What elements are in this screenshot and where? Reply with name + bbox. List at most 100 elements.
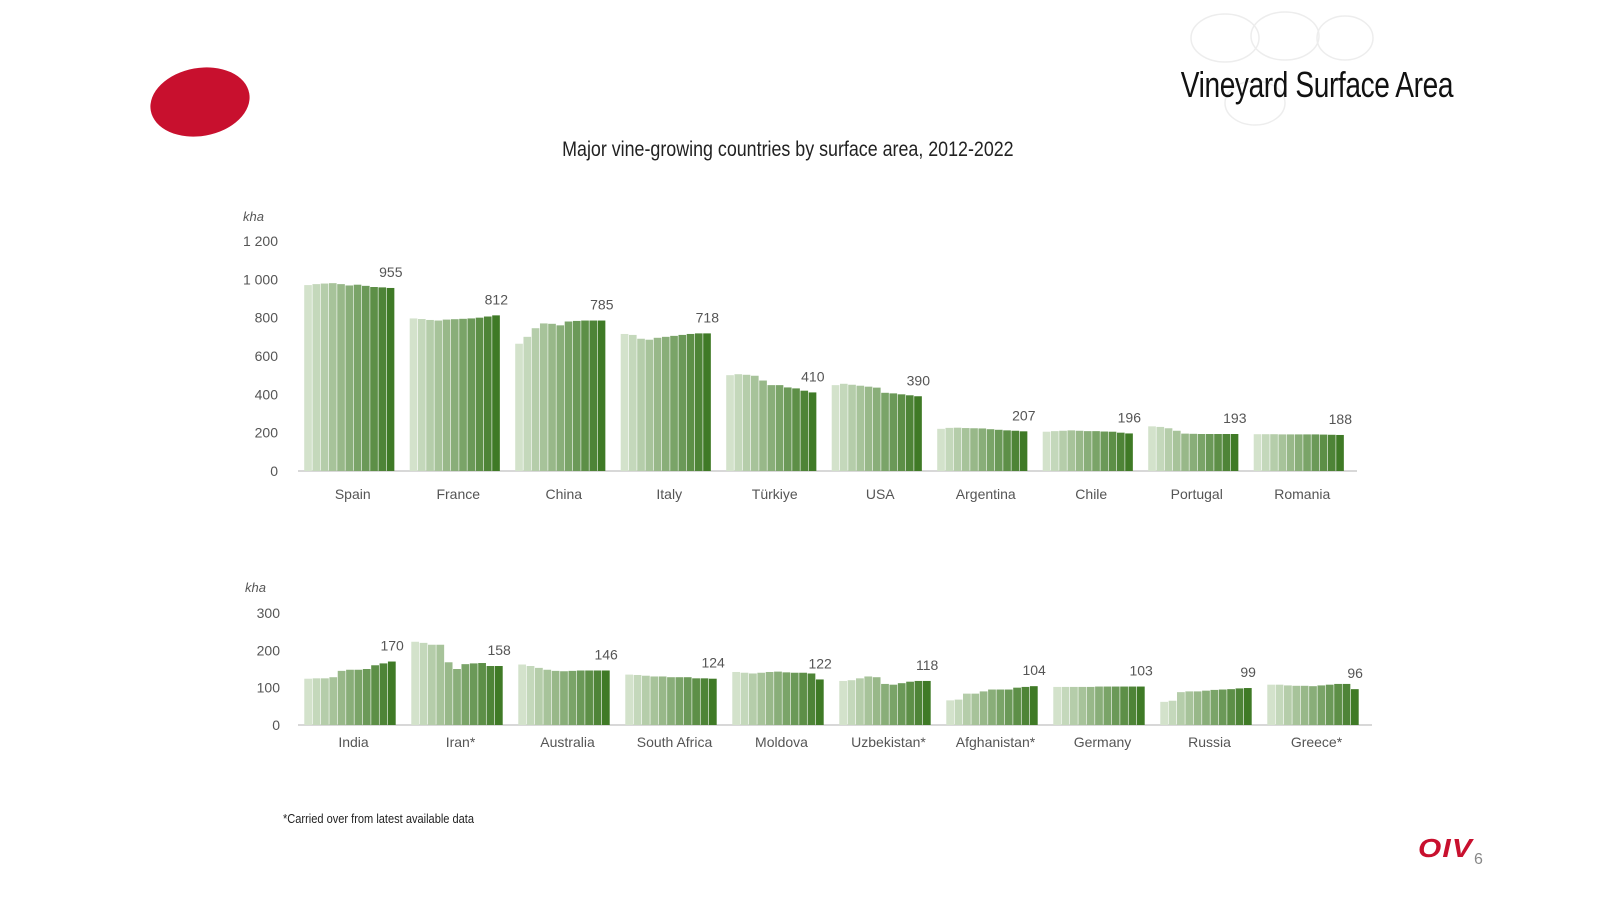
bar-russia-2016 bbox=[1193, 691, 1202, 725]
bar-spain-2013 bbox=[312, 284, 321, 471]
bar-china-2018 bbox=[564, 321, 573, 471]
bar-germany-2021 bbox=[1128, 686, 1137, 725]
bar-spain-2018 bbox=[353, 284, 362, 471]
y-tick-label: 200 bbox=[257, 642, 281, 658]
x-category-label: Germany bbox=[1074, 734, 1132, 750]
bar-italy-2022 bbox=[703, 333, 711, 471]
bar-moldova-2022 bbox=[815, 679, 824, 725]
bar-spain-2019 bbox=[361, 285, 370, 471]
bar-australia-2012 bbox=[518, 664, 527, 725]
bar-germany-2020 bbox=[1120, 686, 1128, 725]
bar-portugal-2013 bbox=[1156, 426, 1165, 471]
bar-china-2017 bbox=[556, 325, 565, 471]
bar-argentina-2014 bbox=[953, 427, 962, 471]
bar-greece-2014 bbox=[1284, 685, 1292, 725]
bar-southafrica-2020 bbox=[692, 678, 700, 725]
bar-iran-2019 bbox=[469, 663, 478, 725]
bar-romania-2021 bbox=[1327, 434, 1336, 471]
bar-moldova-2016 bbox=[765, 671, 774, 725]
bar-usa-2022 bbox=[914, 396, 922, 471]
bar-spain-2022 bbox=[386, 287, 395, 471]
bar-australia-2018 bbox=[568, 670, 577, 725]
bar-france-2015 bbox=[434, 320, 443, 471]
bar-southafrica-2021 bbox=[700, 678, 709, 725]
bar-afghanistan-2018 bbox=[996, 689, 1005, 725]
bar-argentina-2016 bbox=[970, 428, 978, 471]
bar-romania-2014 bbox=[1270, 434, 1278, 471]
bar-greece-2016 bbox=[1300, 685, 1309, 725]
bar-china-2012 bbox=[515, 343, 523, 471]
bar-italy-2012 bbox=[620, 333, 629, 471]
bar-france-2012 bbox=[409, 318, 418, 471]
data-label: 158 bbox=[487, 642, 511, 658]
bar-chile-2012 bbox=[1042, 431, 1051, 471]
bar-romania-2016 bbox=[1286, 434, 1295, 471]
x-category-label: Uzbekistan* bbox=[851, 734, 926, 750]
bar-italy-2016 bbox=[653, 337, 662, 471]
bar-uzbekistan-2015 bbox=[864, 676, 873, 725]
bar-moldova-2018 bbox=[782, 672, 791, 725]
bar-moldova-2020 bbox=[799, 672, 807, 725]
bar-china-2022 bbox=[597, 320, 606, 471]
bar-uzbekistan-2012 bbox=[839, 680, 848, 725]
bar-russia-2012 bbox=[1160, 701, 1169, 725]
bar-greece-2015 bbox=[1292, 685, 1301, 725]
bar-chile-2018 bbox=[1092, 431, 1100, 471]
bar-australia-2021 bbox=[593, 670, 602, 725]
footnote: *Carried over from latest available data bbox=[283, 811, 475, 826]
bar-afghanistan-2012 bbox=[946, 700, 955, 725]
oiv-brand-logo: OIV bbox=[1418, 833, 1473, 863]
bar-china-2020 bbox=[581, 320, 589, 471]
bottom-bar-chart: kha 0 100 200 300 170 India 158 Iran* 146 Australi… bbox=[245, 580, 1372, 750]
bar-portugal-2022 bbox=[1230, 434, 1239, 471]
bar-southafrica-2018 bbox=[675, 677, 684, 725]
bar-moldova-2015 bbox=[757, 672, 766, 725]
bar-germany-2012 bbox=[1053, 686, 1062, 725]
bar-china-2019 bbox=[572, 320, 581, 471]
y-tick-label: 100 bbox=[257, 680, 281, 696]
bar-chile-2021 bbox=[1116, 432, 1125, 471]
bar-southafrica-2022 bbox=[708, 678, 717, 725]
bar-romania-2012 bbox=[1253, 434, 1262, 471]
bar-iran-2017 bbox=[453, 669, 461, 725]
bar-iran-2013 bbox=[419, 642, 428, 725]
bar-argentina-2017 bbox=[978, 428, 987, 471]
data-label: 96 bbox=[1347, 665, 1363, 681]
bar-france-2013 bbox=[417, 319, 426, 471]
bar-iran-2018 bbox=[461, 664, 470, 725]
bar-iran-2021 bbox=[486, 666, 495, 725]
data-label: 718 bbox=[696, 309, 720, 325]
y-tick-label: 600 bbox=[255, 348, 279, 364]
data-label: 812 bbox=[485, 291, 509, 307]
bar-usa-2016 bbox=[864, 386, 873, 471]
bar-chile-2019 bbox=[1100, 431, 1109, 471]
bar-chile-2020 bbox=[1108, 431, 1117, 471]
bar-argentina-2022 bbox=[1019, 431, 1028, 471]
bar-germany-2016 bbox=[1086, 686, 1095, 725]
data-label: 124 bbox=[701, 655, 725, 671]
bar-russia-2020 bbox=[1227, 689, 1235, 725]
bar-trkiye-2015 bbox=[750, 375, 759, 471]
bar-france-2018 bbox=[459, 318, 467, 471]
bar-usa-2021 bbox=[905, 395, 914, 471]
bar-afghanistan-2022 bbox=[1029, 686, 1038, 725]
y-tick-label: 300 bbox=[257, 605, 281, 621]
bar-chile-2017 bbox=[1083, 431, 1092, 471]
bar-germany-2018 bbox=[1103, 686, 1112, 725]
bar-china-2014 bbox=[531, 328, 540, 471]
bar-uzbekistan-2020 bbox=[906, 681, 914, 725]
bar-germany-2014 bbox=[1070, 686, 1078, 725]
bar-china-2016 bbox=[548, 323, 556, 471]
bar-trkiye-2013 bbox=[734, 374, 743, 471]
bar-portugal-2012 bbox=[1148, 426, 1156, 471]
bar-moldova-2014 bbox=[749, 673, 757, 725]
bar-moldova-2012 bbox=[732, 671, 741, 725]
bar-uzbekistan-2016 bbox=[872, 677, 881, 725]
bar-moldova-2019 bbox=[790, 672, 799, 725]
bar-china-2021 bbox=[589, 320, 598, 471]
y-tick-label: 200 bbox=[255, 425, 279, 441]
slide-title: Vineyard Surface Area bbox=[1180, 64, 1454, 105]
bar-usa-2017 bbox=[872, 387, 881, 471]
bar-india-2016 bbox=[337, 670, 346, 725]
x-category-label: Iran* bbox=[446, 734, 476, 750]
